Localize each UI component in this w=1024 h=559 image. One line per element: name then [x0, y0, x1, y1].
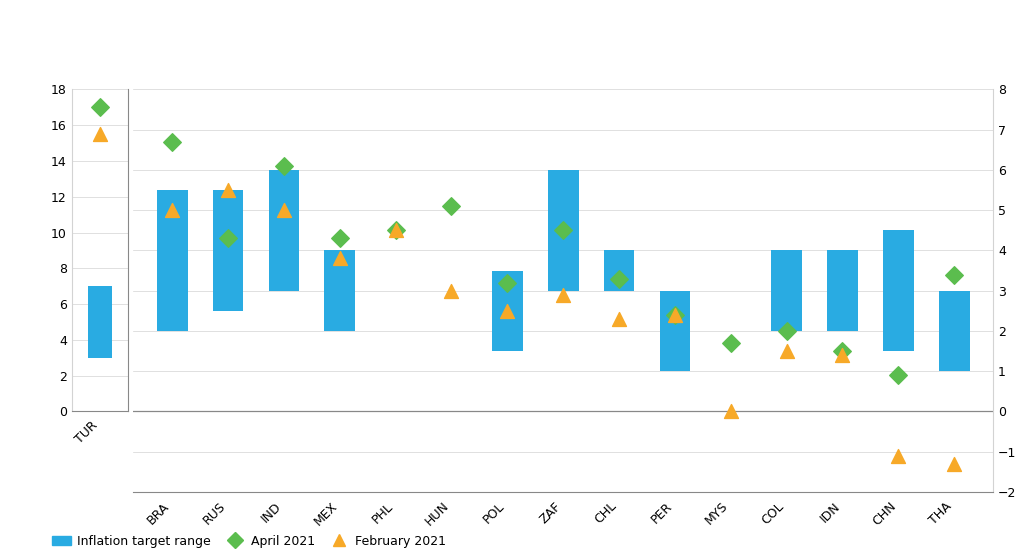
Point — [946, 459, 963, 468]
Point — [164, 206, 180, 215]
Bar — [213, 190, 244, 311]
Bar — [939, 291, 970, 371]
Bar — [548, 170, 579, 291]
Bar — [827, 250, 858, 331]
Point — [778, 326, 795, 335]
Point — [499, 306, 515, 315]
Point — [946, 270, 963, 279]
Point — [890, 451, 906, 460]
Point — [835, 347, 851, 356]
Point — [387, 226, 403, 235]
Point — [555, 226, 571, 235]
Point — [499, 278, 515, 287]
Bar — [268, 170, 299, 291]
Point — [275, 206, 292, 215]
Point — [667, 310, 683, 319]
Point — [220, 234, 237, 243]
Point — [332, 254, 348, 263]
Point — [332, 234, 348, 243]
Bar — [771, 250, 802, 331]
Point — [555, 290, 571, 299]
Point — [611, 274, 628, 283]
Point — [723, 339, 739, 348]
Point — [611, 314, 628, 323]
Point — [92, 103, 109, 112]
Bar — [492, 271, 522, 351]
Point — [667, 310, 683, 319]
Point — [220, 186, 237, 195]
Legend: Inflation target range, April 2021, February 2021: Inflation target range, April 2021, Febr… — [47, 530, 452, 553]
Point — [387, 226, 403, 235]
Point — [92, 130, 109, 139]
Point — [890, 371, 906, 380]
Bar — [157, 190, 187, 331]
Point — [275, 162, 292, 170]
Point — [723, 407, 739, 416]
Bar — [88, 286, 112, 358]
Bar — [883, 230, 913, 351]
Point — [778, 347, 795, 356]
Point — [164, 138, 180, 146]
Bar — [604, 250, 635, 291]
Point — [835, 350, 851, 359]
Point — [443, 286, 460, 295]
Bar — [325, 250, 355, 331]
Bar — [659, 291, 690, 371]
Point — [443, 202, 460, 211]
